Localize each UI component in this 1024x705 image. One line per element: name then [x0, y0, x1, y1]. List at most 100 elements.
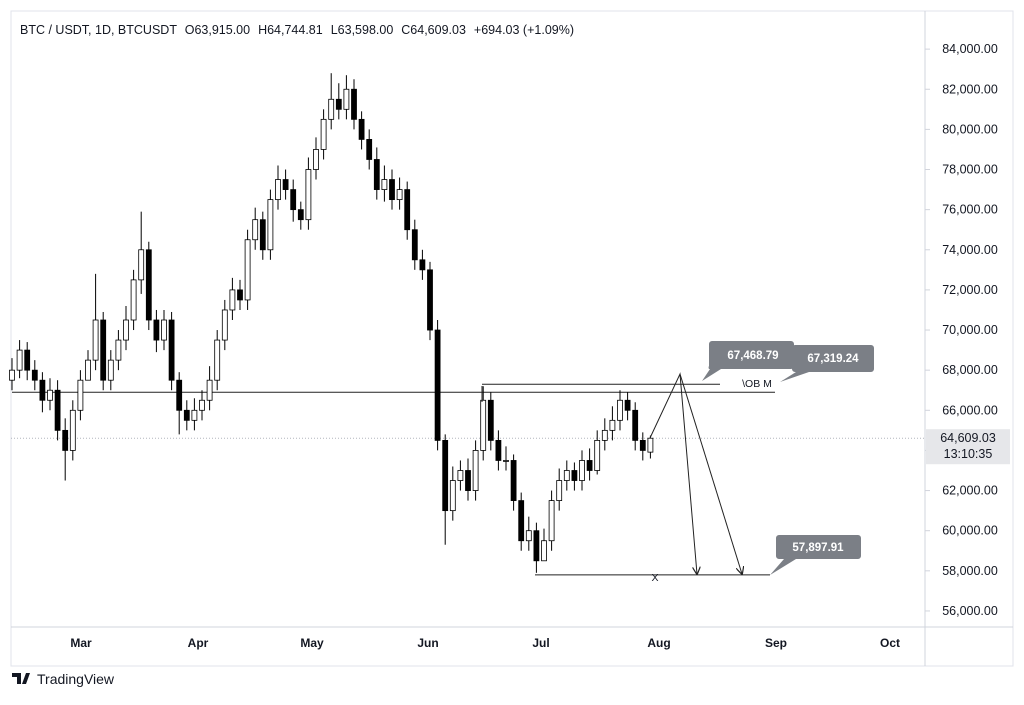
- candle-body: [130, 279, 137, 321]
- arrow: [679, 373, 742, 574]
- low: L63,598.00: [331, 23, 394, 37]
- x-tick-label: Apr: [188, 636, 209, 650]
- candle-body: [214, 339, 221, 381]
- candle-body: [419, 259, 426, 271]
- callout-text: 67,468.79: [727, 350, 778, 362]
- candle-body: [47, 389, 53, 401]
- candle-body: [510, 460, 517, 501]
- candle-body: [31, 369, 38, 381]
- candle-body: [541, 540, 547, 562]
- candle-body: [85, 359, 91, 381]
- candle-body: [107, 359, 114, 381]
- candle-body: [343, 88, 350, 110]
- candle-body: [24, 349, 31, 371]
- candle-body: [39, 379, 46, 401]
- candle-body: [305, 169, 312, 221]
- y-tick-label: 60,000.00: [942, 524, 998, 538]
- symbol: BTC / USDT, 1D, BTCUSDT: [20, 23, 177, 37]
- plot: 56,000.0058,000.0060,000.0062,000.0064,0…: [9, 42, 1010, 650]
- candle-body: [411, 229, 418, 261]
- candle-body: [594, 439, 601, 471]
- candle-body: [115, 339, 122, 361]
- candle-body: [161, 319, 167, 341]
- candle-body: [123, 319, 129, 341]
- candle-body: [427, 269, 433, 331]
- candle-body: [449, 480, 456, 512]
- x-tick-label: Sep: [765, 636, 787, 650]
- last-price-box: [926, 429, 1010, 465]
- candle-body: [183, 409, 190, 421]
- last-price-label: 64,609.03: [940, 431, 996, 445]
- candle-body: [229, 289, 236, 311]
- header: BTC / USDT, 1D, BTCUSDT O63,915.00 H64,744…: [20, 23, 574, 37]
- candle-body: [389, 179, 395, 201]
- brand: TradingView: [37, 671, 115, 687]
- x-tick-label: Jul: [532, 636, 549, 650]
- y-tick-label: 74,000.00: [942, 243, 998, 257]
- candle-body: [267, 199, 274, 251]
- callout: [702, 341, 794, 381]
- candle-body: [92, 319, 99, 361]
- candle-body: [168, 319, 175, 381]
- logo-icon: [12, 673, 30, 684]
- x-tick-label: Jun: [417, 636, 438, 650]
- x-tick-label: May: [300, 636, 324, 650]
- arrow: [649, 372, 697, 574]
- candle-body: [586, 460, 593, 471]
- candle-body: [434, 329, 441, 441]
- candle-body: [487, 399, 494, 441]
- close: C64,609.03: [401, 23, 466, 37]
- candle-body: [100, 319, 107, 381]
- y-tick-label: 76,000.00: [942, 203, 998, 217]
- candle-body: [518, 500, 525, 542]
- candle-body: [442, 439, 449, 512]
- y-tick-label: 66,000.00: [942, 403, 998, 417]
- callout: [780, 345, 874, 382]
- candle-body: [639, 439, 646, 451]
- candle-body: [237, 289, 243, 301]
- candle-body: [69, 409, 76, 451]
- candle-body: [77, 379, 84, 411]
- candle-body: [145, 249, 152, 321]
- y-tick-label: 84,000.00: [942, 42, 998, 56]
- candle-body: [297, 209, 304, 221]
- candle-body: [556, 480, 563, 501]
- candle-body: [617, 399, 623, 421]
- candle-body: [571, 470, 578, 481]
- candle-body: [579, 460, 585, 481]
- candle-body: [275, 179, 281, 201]
- candle-body: [252, 219, 259, 241]
- candle-body: [548, 500, 555, 542]
- candle-body: [495, 439, 502, 461]
- candle-body: [609, 419, 616, 431]
- y-tick-label: 78,000.00: [942, 163, 998, 177]
- y-tick-label: 82,000.00: [942, 82, 998, 96]
- callout-text: 67,319.24: [807, 353, 859, 365]
- y-tick-label: 58,000.00: [942, 564, 998, 578]
- x-tick-label: Aug: [647, 636, 670, 650]
- candle-body: [533, 530, 540, 562]
- candle-body: [259, 219, 266, 251]
- candle-body: [404, 189, 411, 231]
- x-tick-label: Mar: [70, 636, 92, 650]
- candle-body: [199, 399, 205, 411]
- drawings: [481, 372, 742, 574]
- candle-body: [396, 189, 403, 201]
- callout: [770, 535, 861, 575]
- candle-body: [290, 189, 297, 211]
- high: H64,744.81: [258, 23, 323, 37]
- candle-body: [525, 530, 532, 542]
- candle-body: [457, 470, 464, 481]
- candle-body: [563, 470, 570, 481]
- candle-body: [9, 369, 15, 381]
- y-tick-label: 70,000.00: [942, 323, 998, 337]
- candle-body: [191, 409, 198, 421]
- candle-body: [153, 319, 160, 341]
- y-tick-label: 62,000.00: [942, 484, 998, 498]
- candle-body: [647, 437, 654, 453]
- candle-body: [624, 399, 631, 411]
- candle-body: [373, 159, 380, 190]
- open: O63,915.00: [185, 23, 250, 37]
- candle-body: [282, 179, 289, 190]
- candle-body: [632, 409, 639, 441]
